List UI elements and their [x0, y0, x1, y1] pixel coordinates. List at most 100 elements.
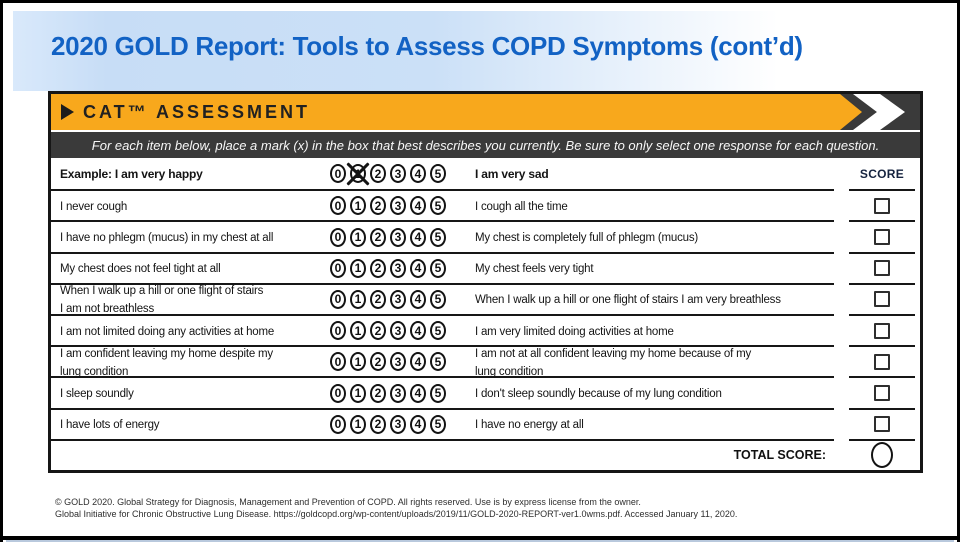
rating-circle-3[interactable]: 3: [390, 164, 406, 184]
rating-circle-3[interactable]: 3: [390, 258, 406, 278]
statement-left: When I walk up a hill or one flight of s…: [60, 285, 264, 316]
total-score-circle[interactable]: [871, 442, 893, 469]
statement-left: My chest does not feel tight at all: [60, 263, 221, 276]
rating-circle-0[interactable]: 0: [330, 289, 346, 309]
rating-circle-5[interactable]: 5: [430, 196, 446, 216]
rating-circle-0[interactable]: 0: [330, 164, 346, 184]
rating-circle-2[interactable]: 2: [370, 227, 386, 247]
rating-circle-2[interactable]: 2: [370, 321, 386, 341]
statement-right: I am very limited doing activities at ho…: [475, 325, 674, 338]
total-score-label: TOTAL SCORE:: [733, 448, 826, 463]
rating-circle-1[interactable]: 1: [350, 383, 366, 403]
rating-circle-1[interactable]: 1: [350, 414, 366, 434]
rating-circle-1[interactable]: 1: [350, 196, 366, 216]
rating-circle-4[interactable]: 4: [410, 352, 426, 372]
rating-circle-3[interactable]: 3: [390, 414, 406, 434]
rating-circle-4[interactable]: 4: [410, 383, 426, 403]
rating-circle-3[interactable]: 3: [390, 321, 406, 341]
rating-circle-0[interactable]: 0: [330, 352, 346, 372]
statement-left: I am not limited doing any activities at…: [60, 325, 275, 338]
rating-circle-0[interactable]: 0: [330, 196, 346, 216]
rating-circle-4[interactable]: 4: [410, 164, 426, 184]
rating-circle-0[interactable]: 0: [330, 383, 346, 403]
score-box[interactable]: [874, 197, 890, 214]
column-gap: [834, 439, 849, 470]
statement-left: I sleep soundly: [60, 388, 134, 401]
rating-circle-5[interactable]: 5: [430, 352, 446, 372]
statement-right: My chest is completely full of phlegm (m…: [475, 232, 698, 244]
rating-circle-4[interactable]: 4: [410, 414, 426, 434]
table-row-total: TOTAL SCORE:: [51, 438, 920, 470]
score-box[interactable]: [874, 322, 890, 339]
instruction-bar: For each item below, place a mark (x) in…: [51, 132, 920, 158]
score-box[interactable]: [874, 416, 890, 433]
column-gap: [834, 158, 849, 189]
rating-circle-3[interactable]: 3: [390, 352, 406, 372]
rating-circle-0[interactable]: 0: [330, 227, 346, 247]
title-band: [13, 11, 946, 91]
citation-line-2: Global Initiative for Chronic Obstructiv…: [55, 509, 738, 519]
rating-circle-4[interactable]: 4: [410, 227, 426, 247]
rating-circle-0[interactable]: 0: [330, 258, 346, 278]
table-row: I am not limited doing any activities at…: [51, 314, 920, 345]
rating-circle-1[interactable]: 1: [346, 161, 370, 186]
rating-circle-3[interactable]: 3: [390, 383, 406, 403]
statement-right: My chest feels very tight: [475, 263, 594, 276]
column-gap: [834, 189, 849, 220]
rating-circle-2[interactable]: 2: [370, 352, 386, 372]
rating-circle-5[interactable]: 5: [430, 227, 446, 247]
rating-circle-0[interactable]: 0: [330, 414, 346, 434]
score-box[interactable]: [874, 385, 890, 402]
rating-circle-0[interactable]: 0: [330, 321, 346, 341]
rating-circle-4[interactable]: 4: [410, 258, 426, 278]
score-box[interactable]: [874, 229, 890, 245]
rating-circle-1[interactable]: 1: [350, 352, 366, 372]
score-box[interactable]: [874, 291, 890, 308]
rating-circle-2[interactable]: 2: [370, 383, 386, 403]
table-row: I have no phlegm (mucus) in my chest at …: [51, 220, 920, 251]
statement-left: I have no phlegm (mucus) in my chest at …: [60, 232, 274, 244]
rating-circle-1[interactable]: 1: [350, 289, 366, 309]
rating-circle-5[interactable]: 5: [430, 164, 446, 184]
rating-circle-2[interactable]: 2: [370, 289, 386, 309]
banner-orange-ribbon: CAT™ ASSESSMENT: [51, 94, 862, 130]
rating-circle-5[interactable]: 5: [430, 289, 446, 309]
rating-circle-2[interactable]: 2: [370, 258, 386, 278]
rating-circle-2[interactable]: 2: [370, 414, 386, 434]
rating-circle-2[interactable]: 2: [370, 164, 386, 184]
rating-circle-3[interactable]: 3: [390, 196, 406, 216]
column-gap: [834, 345, 849, 376]
rating-circle-3[interactable]: 3: [390, 227, 406, 247]
rating-circle-5[interactable]: 5: [430, 258, 446, 278]
rating-circle-5[interactable]: 5: [430, 383, 446, 403]
citation-line-1: © GOLD 2020. Global Strategy for Diagnos…: [55, 497, 641, 507]
rating-circle-4[interactable]: 4: [410, 289, 426, 309]
slide-bottom-border: [3, 536, 957, 540]
rating-circle-2[interactable]: 2: [370, 196, 386, 216]
rating-circle-1[interactable]: 1: [350, 227, 366, 247]
play-triangle-icon: [61, 104, 74, 120]
rating-circle-4[interactable]: 4: [410, 321, 426, 341]
rating-circle-4[interactable]: 4: [410, 196, 426, 216]
score-box[interactable]: [874, 260, 890, 277]
table-row: When I walk up a hill or one flight of s…: [51, 282, 920, 316]
column-gap: [834, 314, 849, 345]
rating-circle-5[interactable]: 5: [430, 414, 446, 434]
cat-assessment-banner: CAT™ ASSESSMENT: [51, 94, 920, 132]
rating-circle-3[interactable]: 3: [390, 289, 406, 309]
rating-circle-1[interactable]: 1: [350, 258, 366, 278]
column-gap: [834, 408, 849, 439]
rating-circle-5[interactable]: 5: [430, 321, 446, 341]
rating-circle-1[interactable]: 1: [350, 321, 366, 341]
score-box[interactable]: [874, 353, 890, 370]
